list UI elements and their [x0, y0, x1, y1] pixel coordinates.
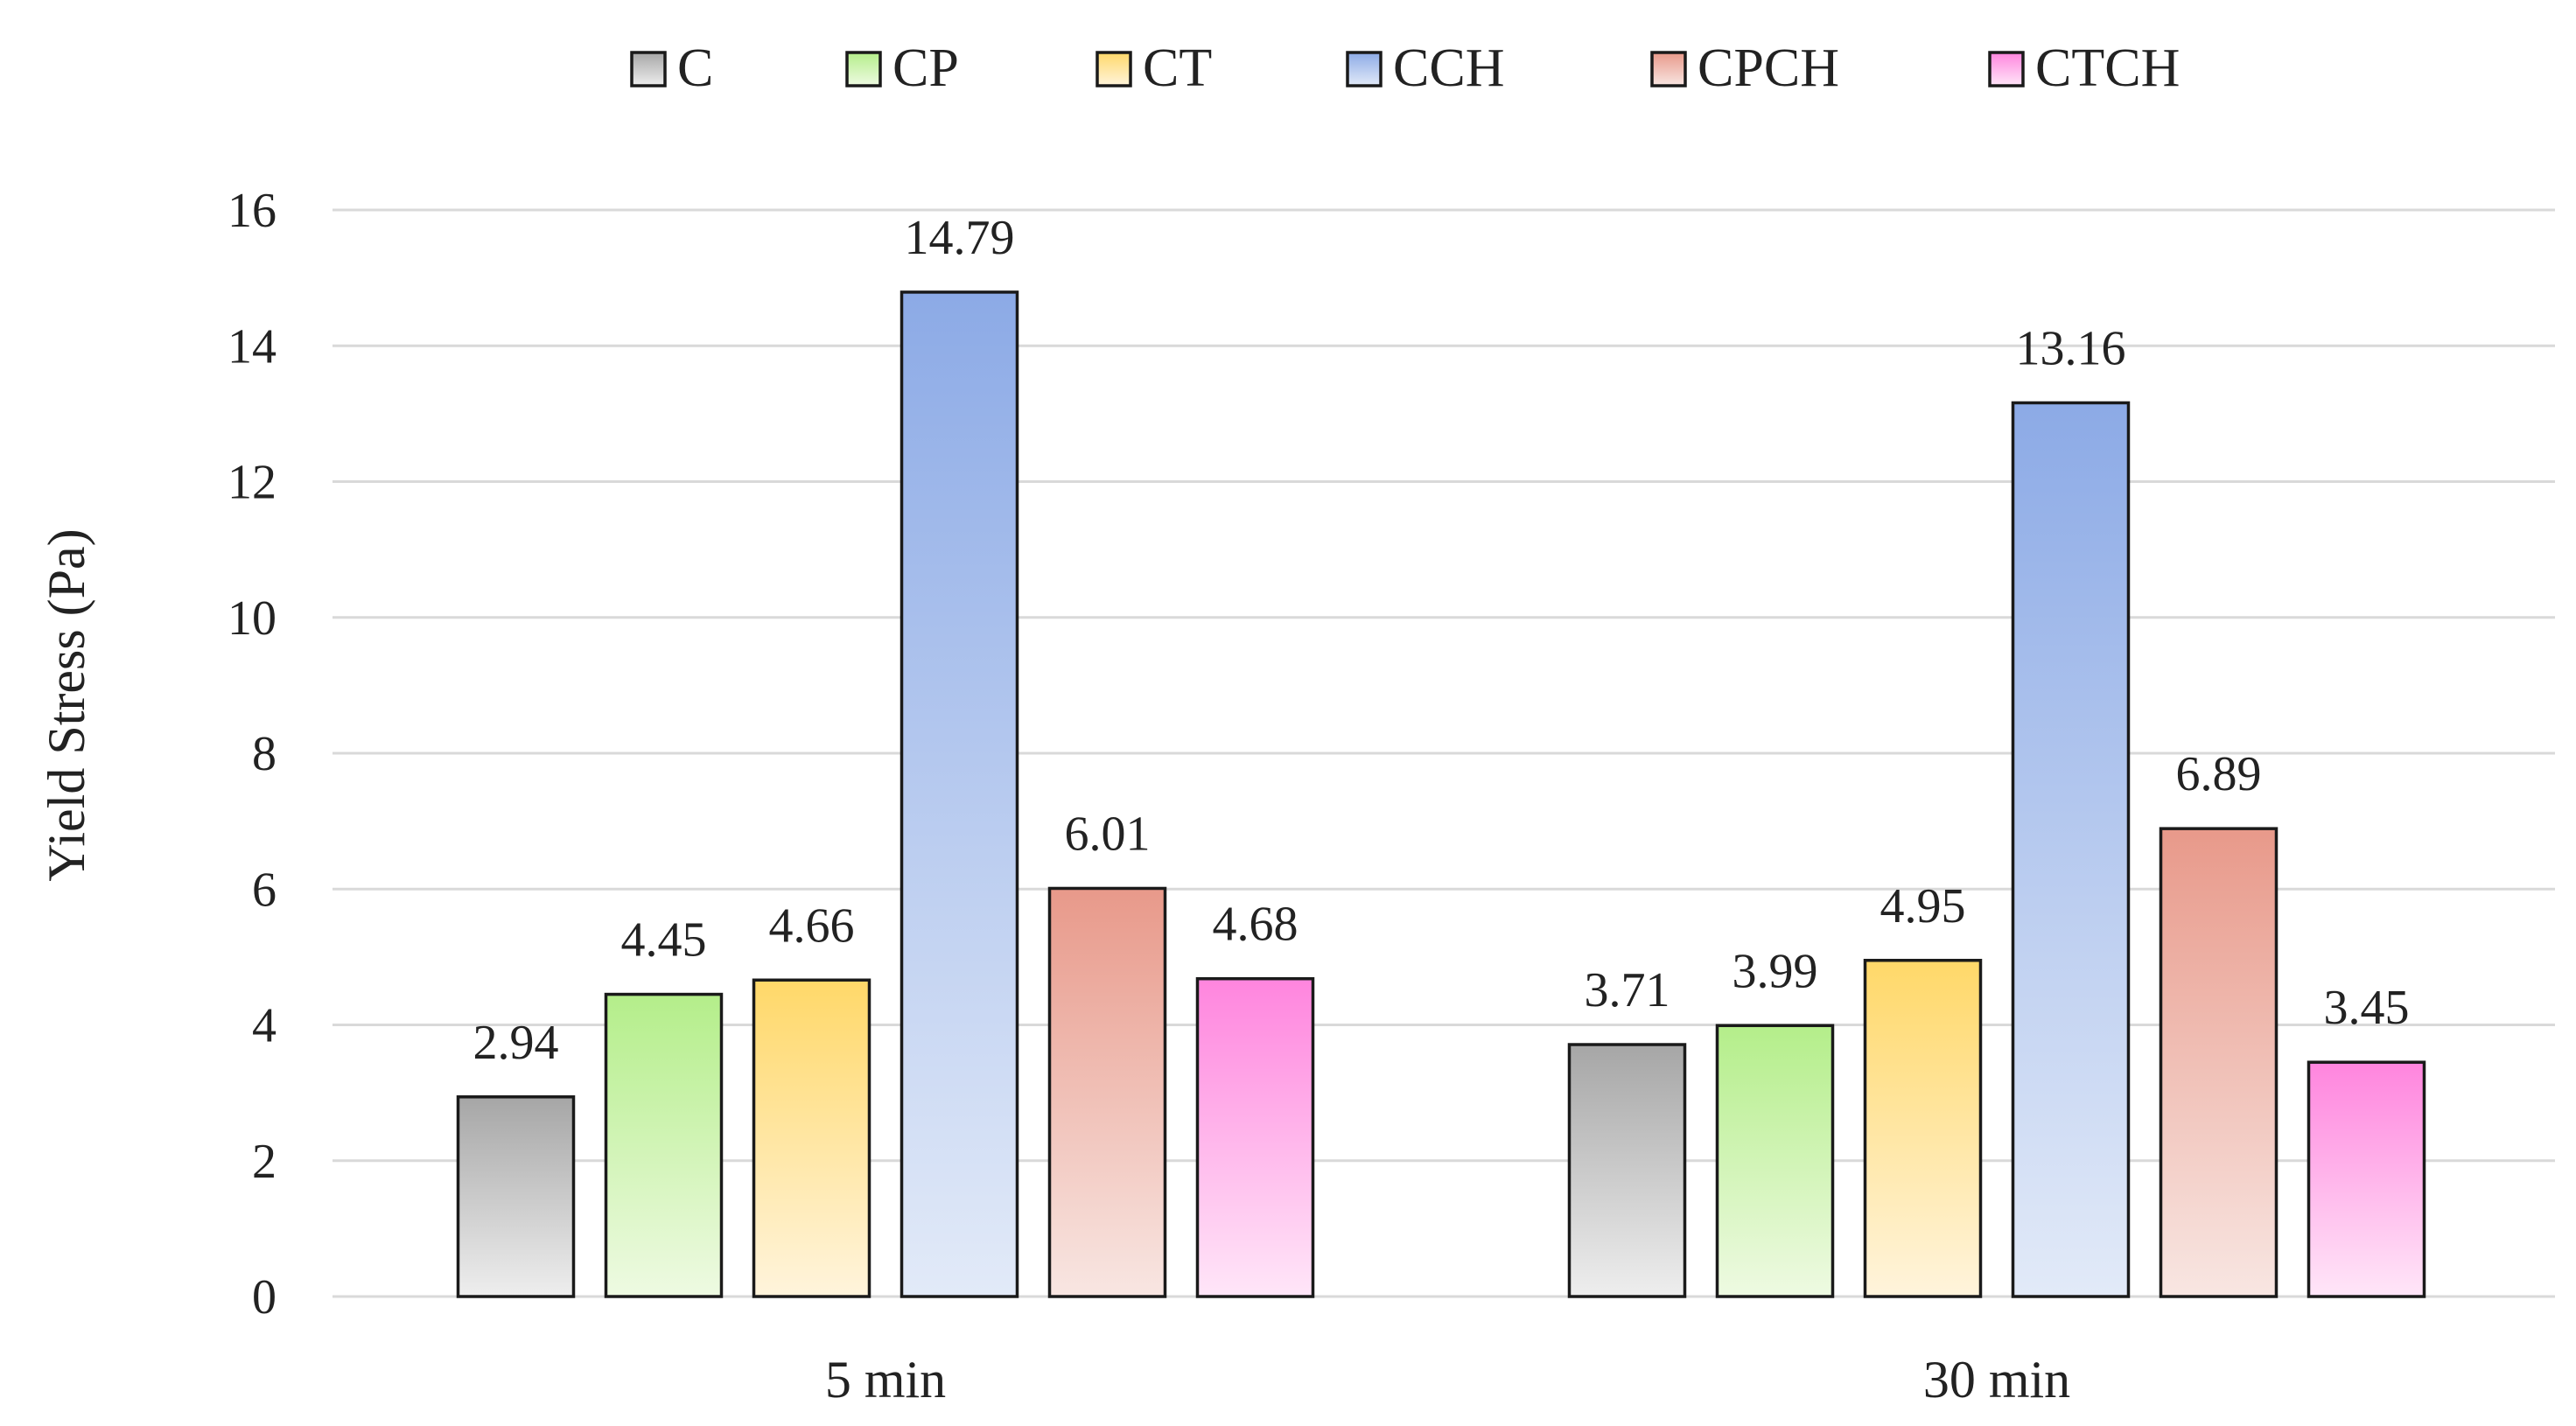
data-label-c-0: 2.94 [473, 1016, 559, 1070]
y-tick-label: 16 [228, 184, 276, 238]
legend-swatch-c [630, 51, 667, 87]
bar-c-1 [1567, 1043, 1687, 1298]
legend-label-cpch: CPCH [1698, 38, 1839, 98]
bar-ct-0 [752, 978, 872, 1298]
y-tick-label: 2 [252, 1135, 276, 1189]
data-label-cp-1: 3.99 [1732, 944, 1818, 998]
bar-cp-1 [1715, 1024, 1835, 1298]
legend-swatch-cpch [1650, 51, 1687, 87]
bars [456, 290, 2426, 1298]
legend-swatch-cp [845, 51, 882, 87]
data-labels: 2.94 4.45 4.66 14.79 6.01 4.68 3.71 3.99 4.95 13.… [473, 211, 2410, 1070]
x-category-label: 5 min [825, 1351, 946, 1409]
bar-cpch-0 [1047, 886, 1167, 1298]
legend-label-ct: CT [1143, 38, 1212, 98]
x-category-label: 30 min [1923, 1351, 2070, 1409]
data-label-cch-0: 14.79 [905, 211, 1015, 265]
bar-ctch-0 [1195, 976, 1315, 1298]
legend-label-cch: CCH [1393, 38, 1504, 98]
legend-swatch-cch [1346, 51, 1382, 87]
y-tick-label: 14 [228, 319, 276, 374]
y-tick-label: 6 [252, 863, 276, 917]
data-label-cpch-0: 6.01 [1065, 807, 1151, 861]
data-label-cp-0: 4.45 [621, 913, 707, 968]
bar-cch-0 [900, 290, 1019, 1298]
legend-label-cp: CP [892, 38, 959, 98]
legend-swatch-ctch [1988, 51, 2025, 87]
y-tick-label: 4 [252, 999, 276, 1053]
bar-c-0 [456, 1095, 576, 1298]
legend: C CP CT CCH CPCH CTCH [630, 38, 2180, 98]
data-label-ctch-0: 4.68 [1213, 898, 1298, 952]
y-axis-ticks: 0 2 4 6 8 10 12 14 16 [228, 184, 276, 1325]
data-label-ct-1: 4.95 [1880, 879, 1966, 933]
y-tick-label: 10 [228, 591, 276, 646]
y-tick-label: 0 [252, 1270, 276, 1325]
y-tick-label: 12 [228, 456, 276, 510]
bar-cp-0 [604, 992, 724, 1298]
y-tick-label: 8 [252, 727, 276, 781]
legend-swatch-ct [1096, 51, 1132, 87]
bar-ctch-1 [2306, 1060, 2426, 1298]
data-label-ctch-1: 3.45 [2324, 981, 2410, 1035]
data-label-cpch-1: 6.89 [2176, 747, 2262, 801]
bar-cpch-1 [2159, 827, 2278, 1298]
y-axis-title: Yield Stress (Pa) [38, 528, 95, 881]
legend-label-ctch: CTCH [2035, 38, 2180, 98]
data-label-c-1: 3.71 [1585, 963, 1670, 1017]
data-label-cch-1: 13.16 [2016, 321, 2126, 375]
bar-cch-1 [2011, 401, 2131, 1298]
legend-label-c: C [677, 38, 713, 98]
data-label-ct-0: 4.66 [769, 898, 855, 953]
x-axis-categories: 5 min 30 min [825, 1351, 2070, 1409]
bar-ct-1 [1863, 959, 1983, 1298]
